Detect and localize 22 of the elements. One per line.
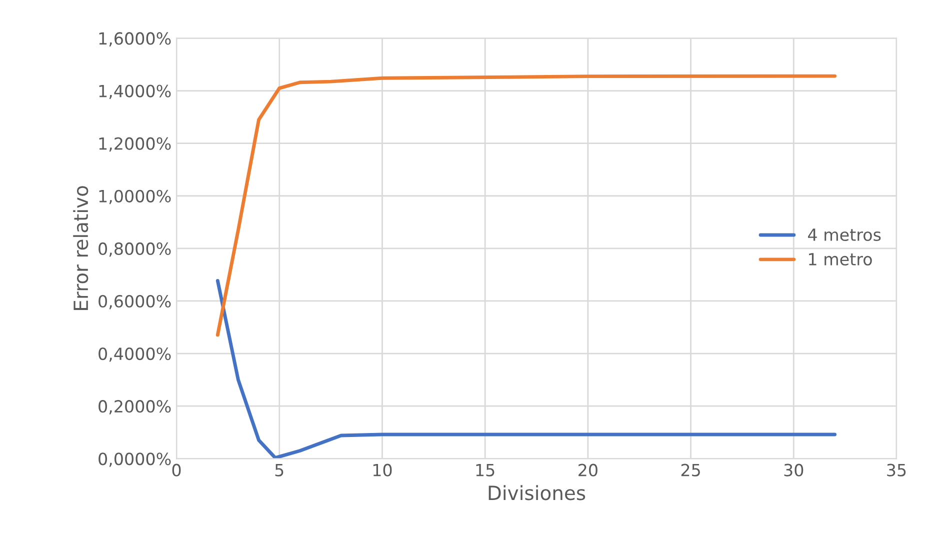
y-tick-label: 0,0000%	[98, 452, 171, 467]
y-tick-label: 0,4000%	[98, 347, 171, 362]
x-tick-label: 25	[681, 464, 700, 476]
x-axis-title: Divisiones	[488, 485, 586, 500]
x-tick-label: 35	[887, 464, 906, 476]
legend-label: 4 metros	[808, 228, 881, 242]
y-tick-label: 0,2000%	[98, 400, 171, 414]
y-tick-label: 1,4000%	[99, 84, 171, 100]
x-tick-label: 20	[578, 464, 598, 476]
line-series	[216, 279, 837, 459]
y-tick-label: 1,2000%	[99, 137, 171, 152]
legend-label: 1 metro	[809, 253, 872, 266]
x-tick-label: 0	[172, 464, 181, 476]
y-tick-label: 1,0000%	[99, 190, 171, 204]
x-tick-label: 5	[275, 464, 284, 476]
y-axis-title: Error relativo	[73, 186, 88, 310]
y-tick-label: 0,8000%	[98, 242, 171, 257]
x-tick-label: 30	[784, 464, 804, 476]
y-tick-label: 0,6000%	[98, 294, 171, 310]
x-tick-label: 15	[476, 464, 494, 476]
x-tick-label: 10	[373, 464, 392, 476]
y-tick-label: 1,6000%	[99, 32, 171, 46]
